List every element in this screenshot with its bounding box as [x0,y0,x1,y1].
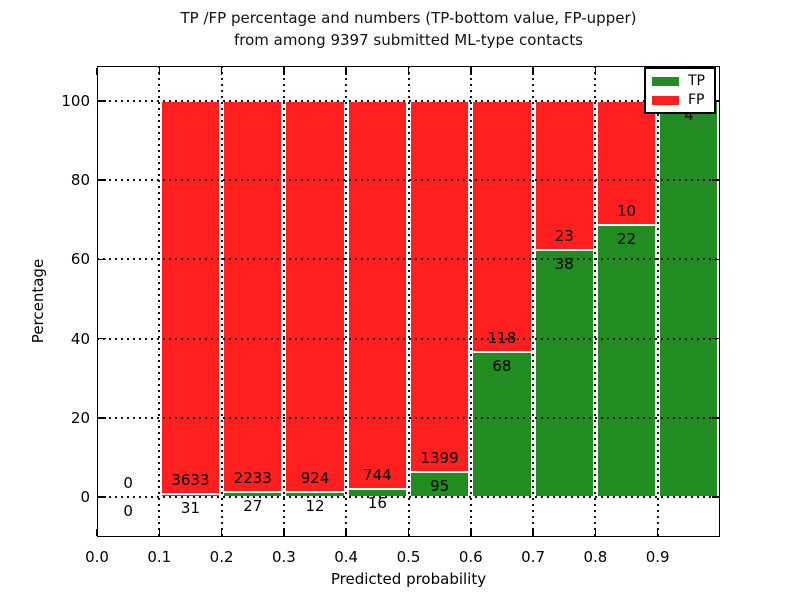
tp-count-label: 95 [430,476,450,495]
x-tick-label: 0.4 [334,548,359,566]
legend-item-fp: FP [652,93,708,107]
bar-segment-tp [659,101,719,497]
y-tick-right [711,417,719,419]
x-gridline [594,66,597,537]
x-tick-label: 0.9 [645,548,670,566]
bar-segment-tp [596,224,657,497]
fp-count-label: 744 [363,465,392,484]
y-tick-label: 0 [80,488,90,506]
x-tick-bottom [407,528,410,536]
y-tick-left [98,337,106,340]
x-tick-label: 0.0 [85,548,109,566]
bar-segment-fp [223,101,283,493]
x-gridline [469,66,472,537]
y-tick-right [711,496,719,498]
legend: TP FP [644,67,716,114]
x-tick-label: 0.3 [271,548,296,566]
bar-segment-tp [472,352,532,497]
chart-title: TP /FP percentage and numbers (TP-bottom… [97,7,720,51]
x-gridline [158,66,161,537]
x-gridline [220,66,223,537]
x-tick-label: 0.6 [458,548,483,566]
tp-count-label: 4 [684,106,694,124]
bar-segment-fp [410,101,470,472]
x-tick-bottom [158,528,161,536]
x-tick-label: 0.7 [521,548,546,566]
x-tick-top [532,67,534,75]
x-gridline [282,66,285,537]
tp-count-label: 22 [617,229,637,248]
x-tick-bottom [656,528,659,536]
x-tick-bottom [220,528,223,536]
y-tick-right [711,258,719,261]
x-tick-bottom [470,528,472,536]
y-tick-label: 60 [70,250,90,269]
x-axis-title: Predicted probability [330,570,487,588]
y-tick-left [98,179,106,181]
tp-count-label: 12 [305,496,325,515]
legend-swatch-tp [652,76,679,86]
legend-swatch-fp [652,95,679,105]
x-tick-label: 0.8 [583,548,608,566]
x-gridline [407,66,410,537]
bar-segment-fp [596,101,657,225]
x-gridline [345,66,348,537]
x-tick-top [220,67,223,75]
tp-count-label: 0 [123,502,133,520]
x-gridline [532,66,535,537]
y-tick-left [98,496,106,498]
tp-count-label: 68 [492,357,512,376]
y-tick-right [711,179,719,181]
tp-count-label: 38 [554,255,574,274]
x-tick-bottom [345,528,347,536]
x-tick-top [96,67,98,75]
y-tick-left [98,100,106,102]
x-tick-top [283,67,285,75]
bar-segment-fp [347,101,407,489]
x-tick-top [407,67,410,75]
y-tick-label: 80 [70,171,90,190]
y-tick-label: 20 [70,408,90,427]
legend-label-tp: TP [688,73,705,89]
tp-count-label: 16 [367,493,387,512]
fp-count-label: 0 [123,474,133,492]
fp-count-label: 118 [487,329,517,348]
legend-label-fp: FP [688,92,705,108]
bar-segment-fp [160,101,221,494]
bar-segment-tp [410,471,470,497]
fp-count-label: 10 [617,201,637,220]
y-tick-left [98,258,106,261]
x-tick-top [158,67,161,75]
fp-count-label: 3633 [171,470,210,489]
fp-count-label: 1399 [420,448,459,467]
chart-title-line2: from among 9397 submitted ML-type contac… [234,31,583,49]
x-tick-top [470,67,472,75]
x-tick-label: 0.5 [396,548,421,566]
chart-title-line1: TP /FP percentage and numbers (TP-bottom… [180,9,637,27]
x-tick-bottom [283,528,285,536]
x-tick-label: 0.2 [209,548,234,566]
tp-count-label: 27 [243,497,263,516]
x-tick-bottom [532,528,534,536]
y-tick-label: 40 [70,329,90,348]
bar-segment-fp [472,101,532,353]
bar-segment-fp [285,101,345,492]
fp-count-label: 924 [300,468,330,487]
x-gridline [656,66,659,537]
tp-count-label: 31 [180,498,200,517]
x-tick-bottom [96,528,98,536]
legend-item-tp: TP [652,74,708,88]
bar-segment-tp [534,250,594,497]
y-tick-right [711,337,719,340]
x-tick-top [594,67,597,75]
y-tick-left [98,417,106,419]
x-tick-top [345,67,347,75]
x-tick-label: 0.1 [147,548,172,566]
fp-count-label: 23 [554,227,574,246]
x-tick-bottom [594,528,597,536]
y-tick-label: 100 [61,92,90,110]
fp-count-label: 2233 [233,469,272,488]
